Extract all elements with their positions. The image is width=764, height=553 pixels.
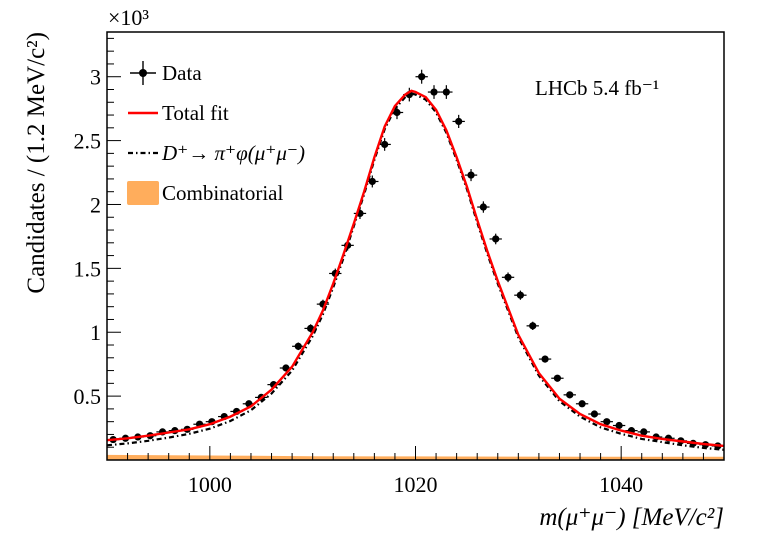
- data-marker: [294, 342, 302, 350]
- data-point: [588, 410, 601, 418]
- legend-swatch-box: [127, 181, 159, 205]
- data-point: [501, 272, 515, 283]
- legend-item-d: D⁺→ π⁺φ(μ⁺μ⁻): [128, 141, 305, 165]
- data-marker: [553, 374, 562, 382]
- data-point: [575, 400, 589, 408]
- data-marker: [529, 322, 537, 330]
- data-point: [427, 85, 441, 99]
- data-point: [415, 69, 428, 84]
- data-point: [637, 428, 650, 436]
- total-fit-curve: [106, 89, 725, 448]
- data-marker: [381, 140, 389, 149]
- data-marker: [590, 410, 599, 418]
- data-point: [489, 233, 502, 245]
- data-marker: [541, 355, 549, 363]
- y-tick-label: 2.5: [74, 129, 102, 154]
- data-marker: [578, 400, 586, 408]
- data-marker: [566, 391, 574, 399]
- legend-label: Data: [162, 61, 202, 85]
- data-marker: [603, 418, 611, 426]
- legend: Data Total fit D⁺→ π⁺φ(μ⁺μ⁻) Combinatorial: [127, 61, 305, 205]
- y-tick-label: 3: [90, 65, 101, 90]
- data-marker: [492, 235, 500, 243]
- data-point: [551, 374, 564, 382]
- y-tick-label: 0.5: [74, 384, 102, 409]
- data-marker: [368, 177, 376, 186]
- data-marker: [479, 203, 487, 211]
- x-tick-label: 1020: [394, 472, 438, 497]
- data-marker: [393, 108, 401, 117]
- legend-label: Combinatorial: [162, 181, 283, 205]
- data-point: [477, 201, 490, 213]
- lhcb-annotation: LHCb 5.4 fb⁻¹: [535, 76, 659, 100]
- data-point: [452, 114, 465, 129]
- data-point: [514, 290, 527, 300]
- x-axis-title: m(μ⁺μ⁻) [MeV/c²]: [539, 504, 724, 531]
- y-tick-label: 2: [90, 192, 101, 217]
- axis-ticks: [106, 37, 725, 460]
- data-marker: [418, 73, 426, 81]
- data-point: [526, 321, 539, 330]
- data-marker: [516, 291, 524, 299]
- total-fit-layer: [106, 89, 725, 448]
- data-marker: [640, 428, 648, 436]
- data-marker: [455, 117, 463, 126]
- legend-item-total-fit: Total fit: [128, 101, 229, 125]
- data-marker: [504, 273, 512, 281]
- legend-label: Total fit: [162, 101, 229, 125]
- data-point: [600, 418, 613, 426]
- y-axis-title: Candidates / (1.2 MeV/c²): [23, 32, 50, 294]
- x-tick-label: 1040: [599, 472, 643, 497]
- data-point: [464, 169, 478, 182]
- legend-swatch-marker: [139, 69, 147, 77]
- legend-item-combinatorial: Combinatorial: [127, 181, 283, 205]
- x-tick-label: 1000: [188, 472, 232, 497]
- data-point: [538, 355, 552, 363]
- signal-line-layer: [106, 92, 725, 451]
- data-point: [563, 391, 576, 399]
- data-marker: [615, 421, 623, 430]
- data-marker: [430, 88, 438, 96]
- data-point: [292, 342, 305, 351]
- signal-curve: [106, 92, 725, 451]
- data-point: [612, 421, 626, 430]
- y-multiplier-label: ×10³: [108, 5, 149, 30]
- legend-item-data: Data: [130, 61, 202, 85]
- data-points-layer: [107, 69, 724, 450]
- data-marker: [442, 88, 450, 96]
- data-point: [440, 85, 453, 99]
- y-tick-label: 1.5: [74, 256, 102, 281]
- y-tick-label: 1: [90, 320, 101, 345]
- legend-label: D⁺→ π⁺φ(μ⁺μ⁻): [161, 141, 305, 165]
- axis-tick-labels: 1000 1020 1040 0.5 1 1.5 2 2.5 3: [74, 65, 644, 497]
- data-marker: [467, 171, 475, 179]
